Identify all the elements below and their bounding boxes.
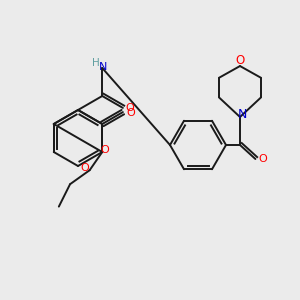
Text: O: O	[236, 53, 244, 67]
Text: N: N	[237, 109, 247, 122]
Text: O: O	[125, 103, 134, 113]
Text: O: O	[101, 145, 110, 155]
Text: H: H	[92, 58, 100, 68]
Text: O: O	[127, 108, 135, 118]
Text: O: O	[80, 163, 89, 173]
Text: O: O	[258, 154, 267, 164]
Text: N: N	[99, 62, 107, 72]
